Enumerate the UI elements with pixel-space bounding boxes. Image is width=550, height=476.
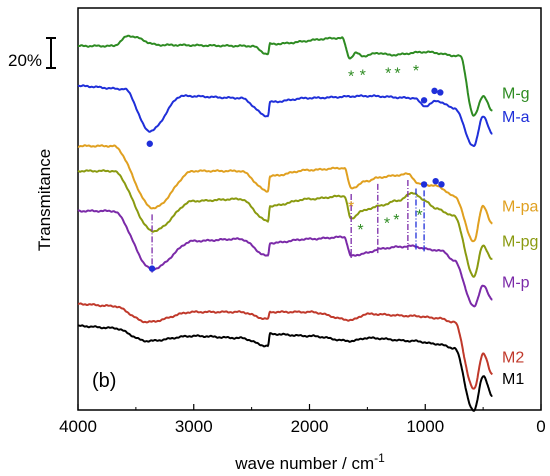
marker-star: *	[385, 66, 391, 83]
marker-dot	[438, 181, 445, 188]
y-axis-label: Transmitance	[35, 149, 54, 251]
x-tick-label: 3000	[175, 417, 213, 436]
x-tick-label: 4000	[59, 417, 97, 436]
series-label-m-pa: M-pa	[502, 199, 539, 216]
series-line-m1	[78, 324, 493, 412]
plot-frame	[77, 7, 542, 411]
marker-dot	[148, 265, 156, 272]
marker-dot	[420, 97, 428, 104]
x-tick-label: 2000	[291, 417, 329, 436]
marker-star: *	[348, 199, 354, 216]
marker-star: *	[394, 66, 400, 83]
plot-border	[77, 7, 542, 411]
marker-star: *	[360, 67, 366, 84]
marker-dot	[437, 89, 444, 96]
marker-layer: * * * * ** * * **	[146, 63, 445, 272]
series-line-m-g	[77, 34, 493, 117]
marker-star: *	[384, 215, 390, 232]
panel-label: (b)	[92, 370, 116, 392]
x-axis-ticks: 4000 3000 2000 1000 0	[59, 404, 546, 436]
series-label-m-a: M-a	[502, 109, 530, 126]
marker-star: *	[416, 208, 422, 225]
guide-layer	[151, 179, 425, 273]
marker-dot	[146, 140, 153, 147]
marker-dot	[420, 181, 428, 188]
series-label-m2: M2	[502, 349, 524, 366]
series-label-m-g: M-g	[502, 86, 530, 103]
marker-dot	[432, 177, 439, 185]
series-line-m-pa	[77, 144, 493, 243]
scale-bar: 20%	[8, 37, 56, 70]
scale-bar-label: 20%	[8, 51, 42, 70]
marker-star: *	[413, 63, 419, 80]
series-label-m-p: M-p	[502, 275, 530, 292]
x-axis-label: wave number / cm-1	[234, 451, 385, 473]
series-line-m-pg	[77, 169, 493, 278]
x-axis-label-main: wave number / cm	[234, 454, 374, 473]
x-tick-label: 0	[536, 417, 545, 436]
x-tick-label: 1000	[406, 417, 444, 436]
marker-star: *	[357, 222, 363, 239]
series-line-m-p	[77, 209, 493, 308]
series-line-m2	[77, 302, 493, 390]
marker-star: *	[393, 212, 399, 229]
marker-star: *	[348, 69, 354, 86]
series-line-m-a	[77, 84, 493, 148]
series-label-m-pg: M-pg	[502, 234, 538, 251]
x-axis-label-sup: -1	[374, 451, 385, 465]
series-layer: M-g M-a M-pa M-pg M-p M2 M1	[77, 34, 539, 412]
series-label-m1: M1	[502, 371, 524, 388]
marker-dot	[431, 87, 438, 95]
